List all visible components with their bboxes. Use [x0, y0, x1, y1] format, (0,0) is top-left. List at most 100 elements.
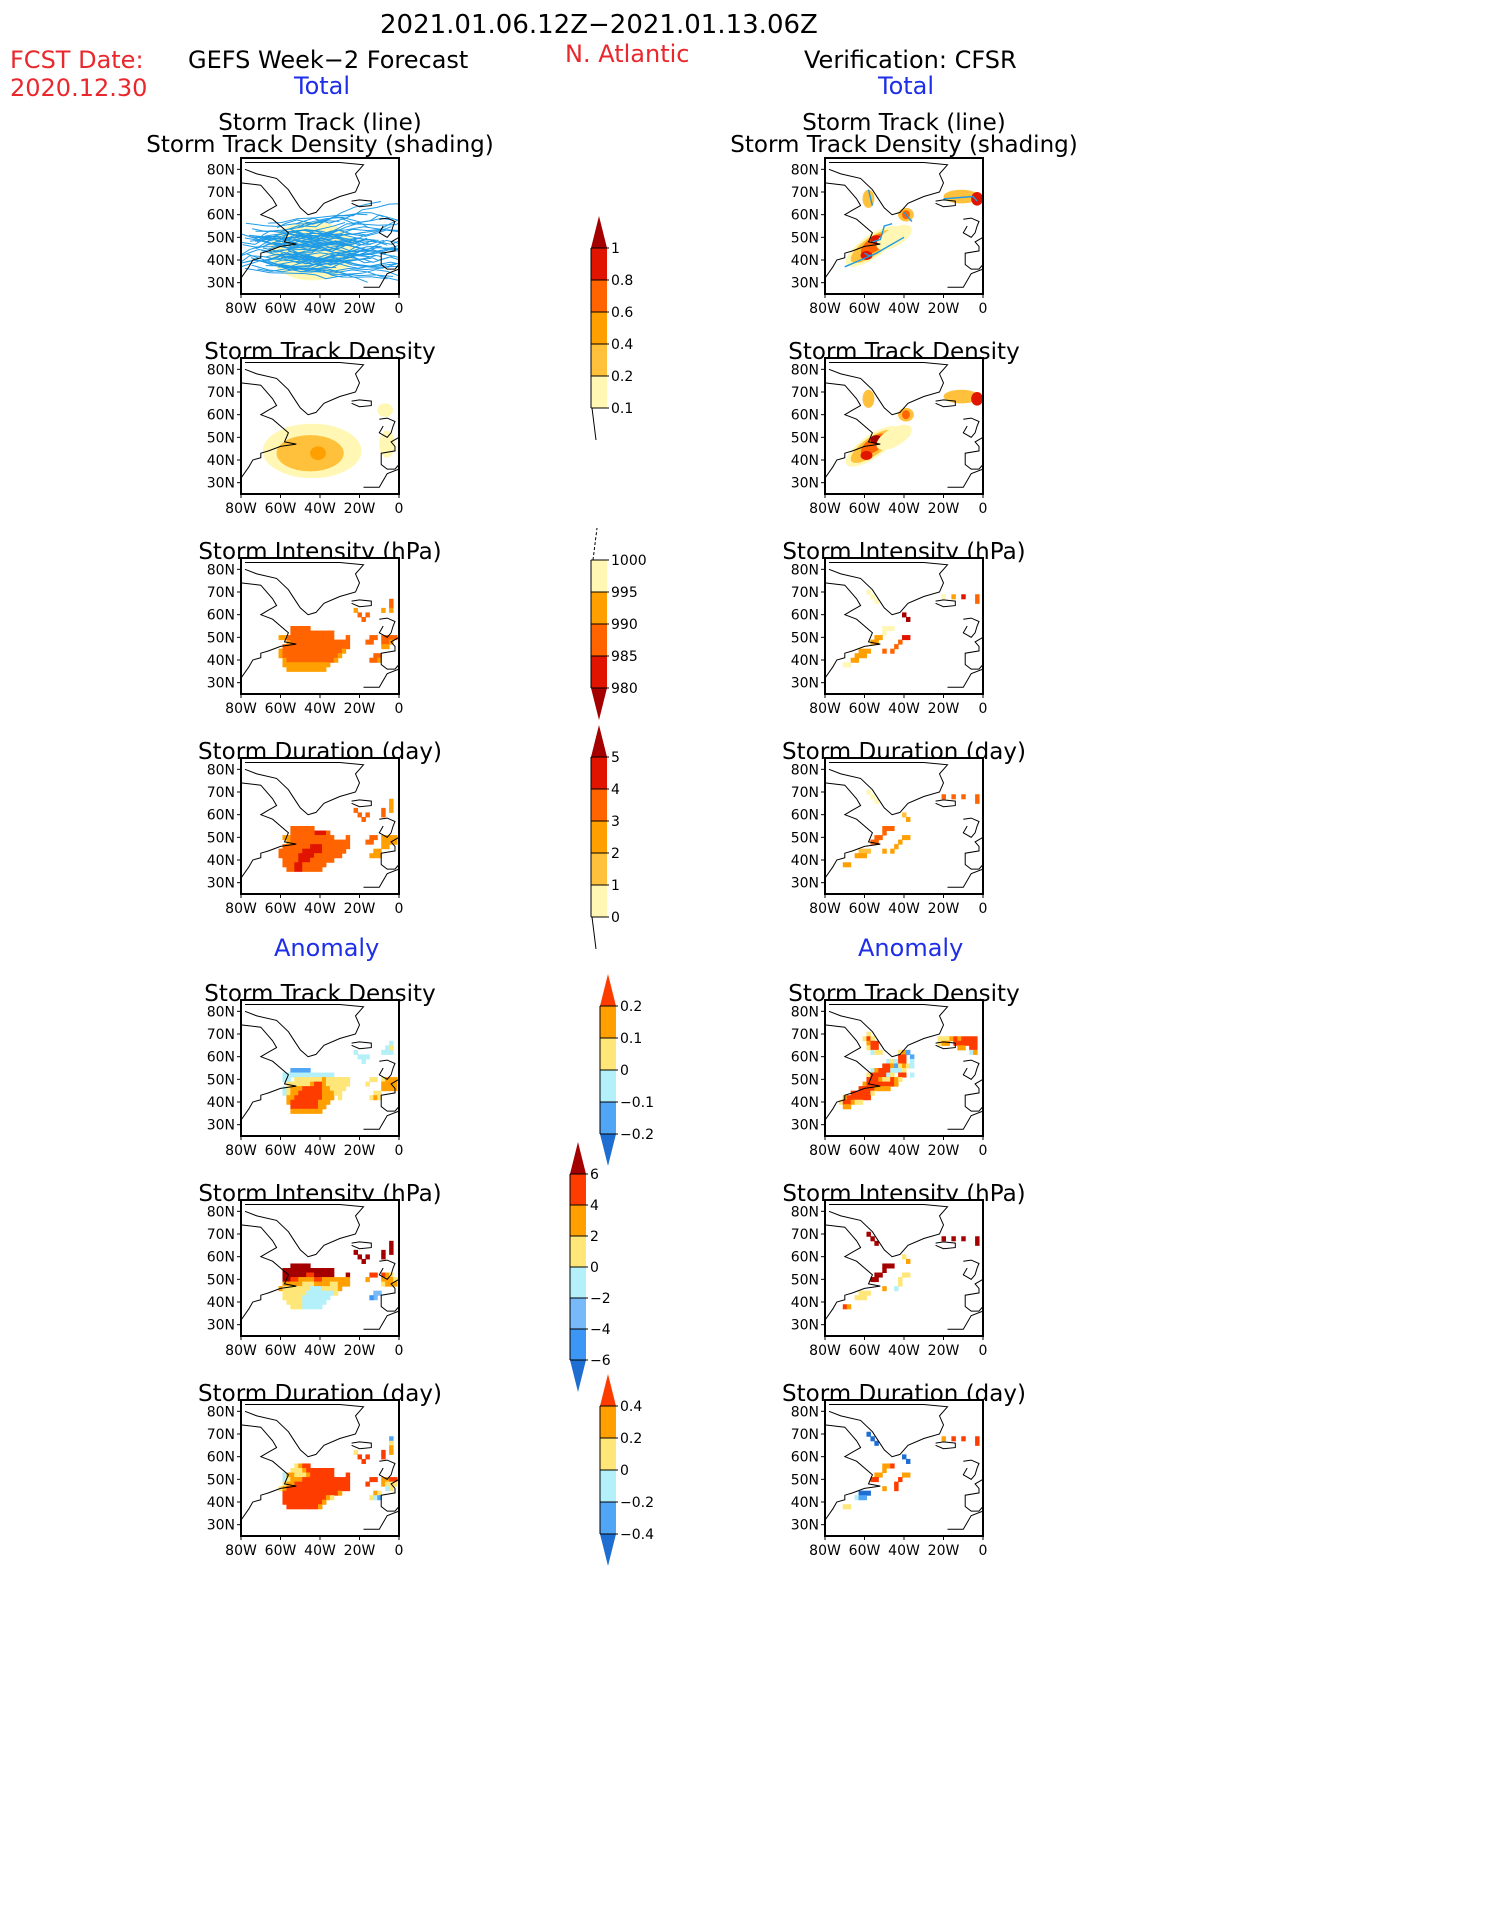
grid-cell	[329, 644, 335, 650]
grid-cell	[298, 1481, 303, 1487]
map-panel-vf-track: 80N 70N 60N 50N 40N 30N 80W 60W 40W 20W 0	[791, 157, 987, 317]
grid-cell	[870, 839, 875, 845]
colorbar-label: 0.4	[611, 337, 633, 353]
grid-cell	[294, 666, 299, 672]
grid-cell	[333, 839, 339, 845]
grid-cell	[381, 1477, 386, 1483]
grid-cell	[306, 657, 311, 663]
grid-cell	[286, 853, 291, 859]
y-tick-label: 40N	[791, 453, 819, 469]
grid-cell	[318, 639, 323, 645]
grid-cell	[321, 662, 327, 668]
grid-cell	[858, 1295, 864, 1301]
grid-cell	[302, 1108, 307, 1114]
colorbar-segment	[570, 1174, 586, 1205]
grid-cell	[337, 1286, 343, 1292]
grid-cell	[290, 1263, 295, 1269]
colorbar-segment	[600, 1438, 616, 1470]
colorbar-segment	[570, 1267, 586, 1298]
grid-cell	[290, 857, 295, 863]
grid-cell	[310, 1104, 315, 1110]
grid-cell	[302, 862, 307, 868]
grid-cell	[314, 1072, 319, 1078]
grid-cell	[874, 1040, 879, 1046]
grid-cell	[290, 1095, 295, 1101]
storm-track-line	[241, 259, 368, 283]
grid-cell	[286, 835, 291, 841]
x-tick-label: 20W	[344, 1543, 376, 1559]
coastline	[964, 1478, 983, 1512]
grid-cell	[337, 639, 343, 645]
grid-cell	[314, 1490, 319, 1496]
y-tick-label: 30N	[791, 1318, 819, 1334]
grid-cell	[854, 1295, 860, 1301]
grid-cell	[961, 1040, 966, 1046]
colorbar-anom-duration: 0.4 0.2 0 −0.2 −0.4	[599, 1374, 654, 1566]
grid-cell	[282, 1295, 287, 1301]
grid-cell	[302, 1504, 307, 1510]
grid-cell	[306, 853, 311, 859]
grid-cell	[329, 844, 335, 850]
y-tick-label: 40N	[207, 253, 235, 269]
grid-cell	[385, 639, 390, 645]
density-contour	[971, 392, 983, 406]
map-background	[241, 558, 399, 694]
y-tick-label: 50N	[207, 1072, 235, 1088]
grid-cell	[314, 1481, 319, 1487]
y-tick-label: 60N	[791, 808, 819, 824]
grid-cell	[290, 1299, 295, 1305]
grid-cell	[389, 1045, 394, 1051]
grid-cell	[345, 1081, 351, 1087]
colorbar-open-end	[591, 407, 597, 441]
grid-cell	[381, 639, 386, 645]
grid-cell	[314, 657, 319, 663]
grid-cell	[961, 1036, 966, 1042]
grid-cell	[321, 648, 327, 654]
storm-track-line	[844, 236, 905, 268]
grid-cell	[373, 1290, 378, 1296]
colorbar-label: −6	[590, 1353, 611, 1369]
grid-cell	[294, 662, 299, 668]
grid-cell	[345, 639, 351, 645]
grid-cell	[318, 853, 323, 859]
grid-cell	[365, 812, 370, 818]
grid-cell	[866, 1077, 871, 1083]
grid-cell	[329, 1268, 335, 1274]
grid-cell	[314, 830, 319, 836]
grid-cell	[298, 1268, 303, 1274]
grid-cell	[373, 853, 378, 859]
grid-cell	[850, 1099, 856, 1105]
y-tick-label: 80N	[791, 1004, 819, 1020]
grid-cell	[898, 1058, 903, 1064]
grid-cell	[874, 1081, 879, 1087]
grid-cell	[306, 1499, 311, 1505]
grid-cell	[329, 1072, 335, 1078]
grid-cell	[282, 1472, 287, 1478]
grid-cell	[294, 1108, 299, 1114]
grid-cell	[325, 1286, 331, 1292]
grid-cell	[306, 866, 311, 872]
grid-cell	[286, 644, 291, 650]
grid-cell	[290, 835, 295, 841]
grid-cell	[290, 839, 295, 845]
grid-cell	[290, 1495, 295, 1501]
y-tick-label: 70N	[207, 1427, 235, 1443]
grid-cell	[890, 1081, 895, 1087]
grid-cell	[389, 635, 394, 641]
grid-cell	[294, 635, 299, 641]
grid-cell	[898, 1077, 903, 1083]
x-tick-label: 40W	[888, 901, 920, 917]
density-contour	[860, 250, 873, 260]
grid-cell	[866, 789, 871, 795]
grid-cell	[898, 1054, 903, 1060]
grid-cell	[290, 826, 295, 832]
grid-cell	[286, 857, 291, 863]
grid-cell	[302, 1468, 307, 1474]
grid-cell	[321, 635, 327, 641]
grid-cell	[325, 1077, 331, 1083]
grid-cell	[310, 1099, 315, 1105]
grid-cell	[393, 1477, 398, 1483]
grid-cell	[290, 657, 295, 663]
grid-cell	[282, 1268, 287, 1274]
grid-cell	[393, 1281, 398, 1287]
